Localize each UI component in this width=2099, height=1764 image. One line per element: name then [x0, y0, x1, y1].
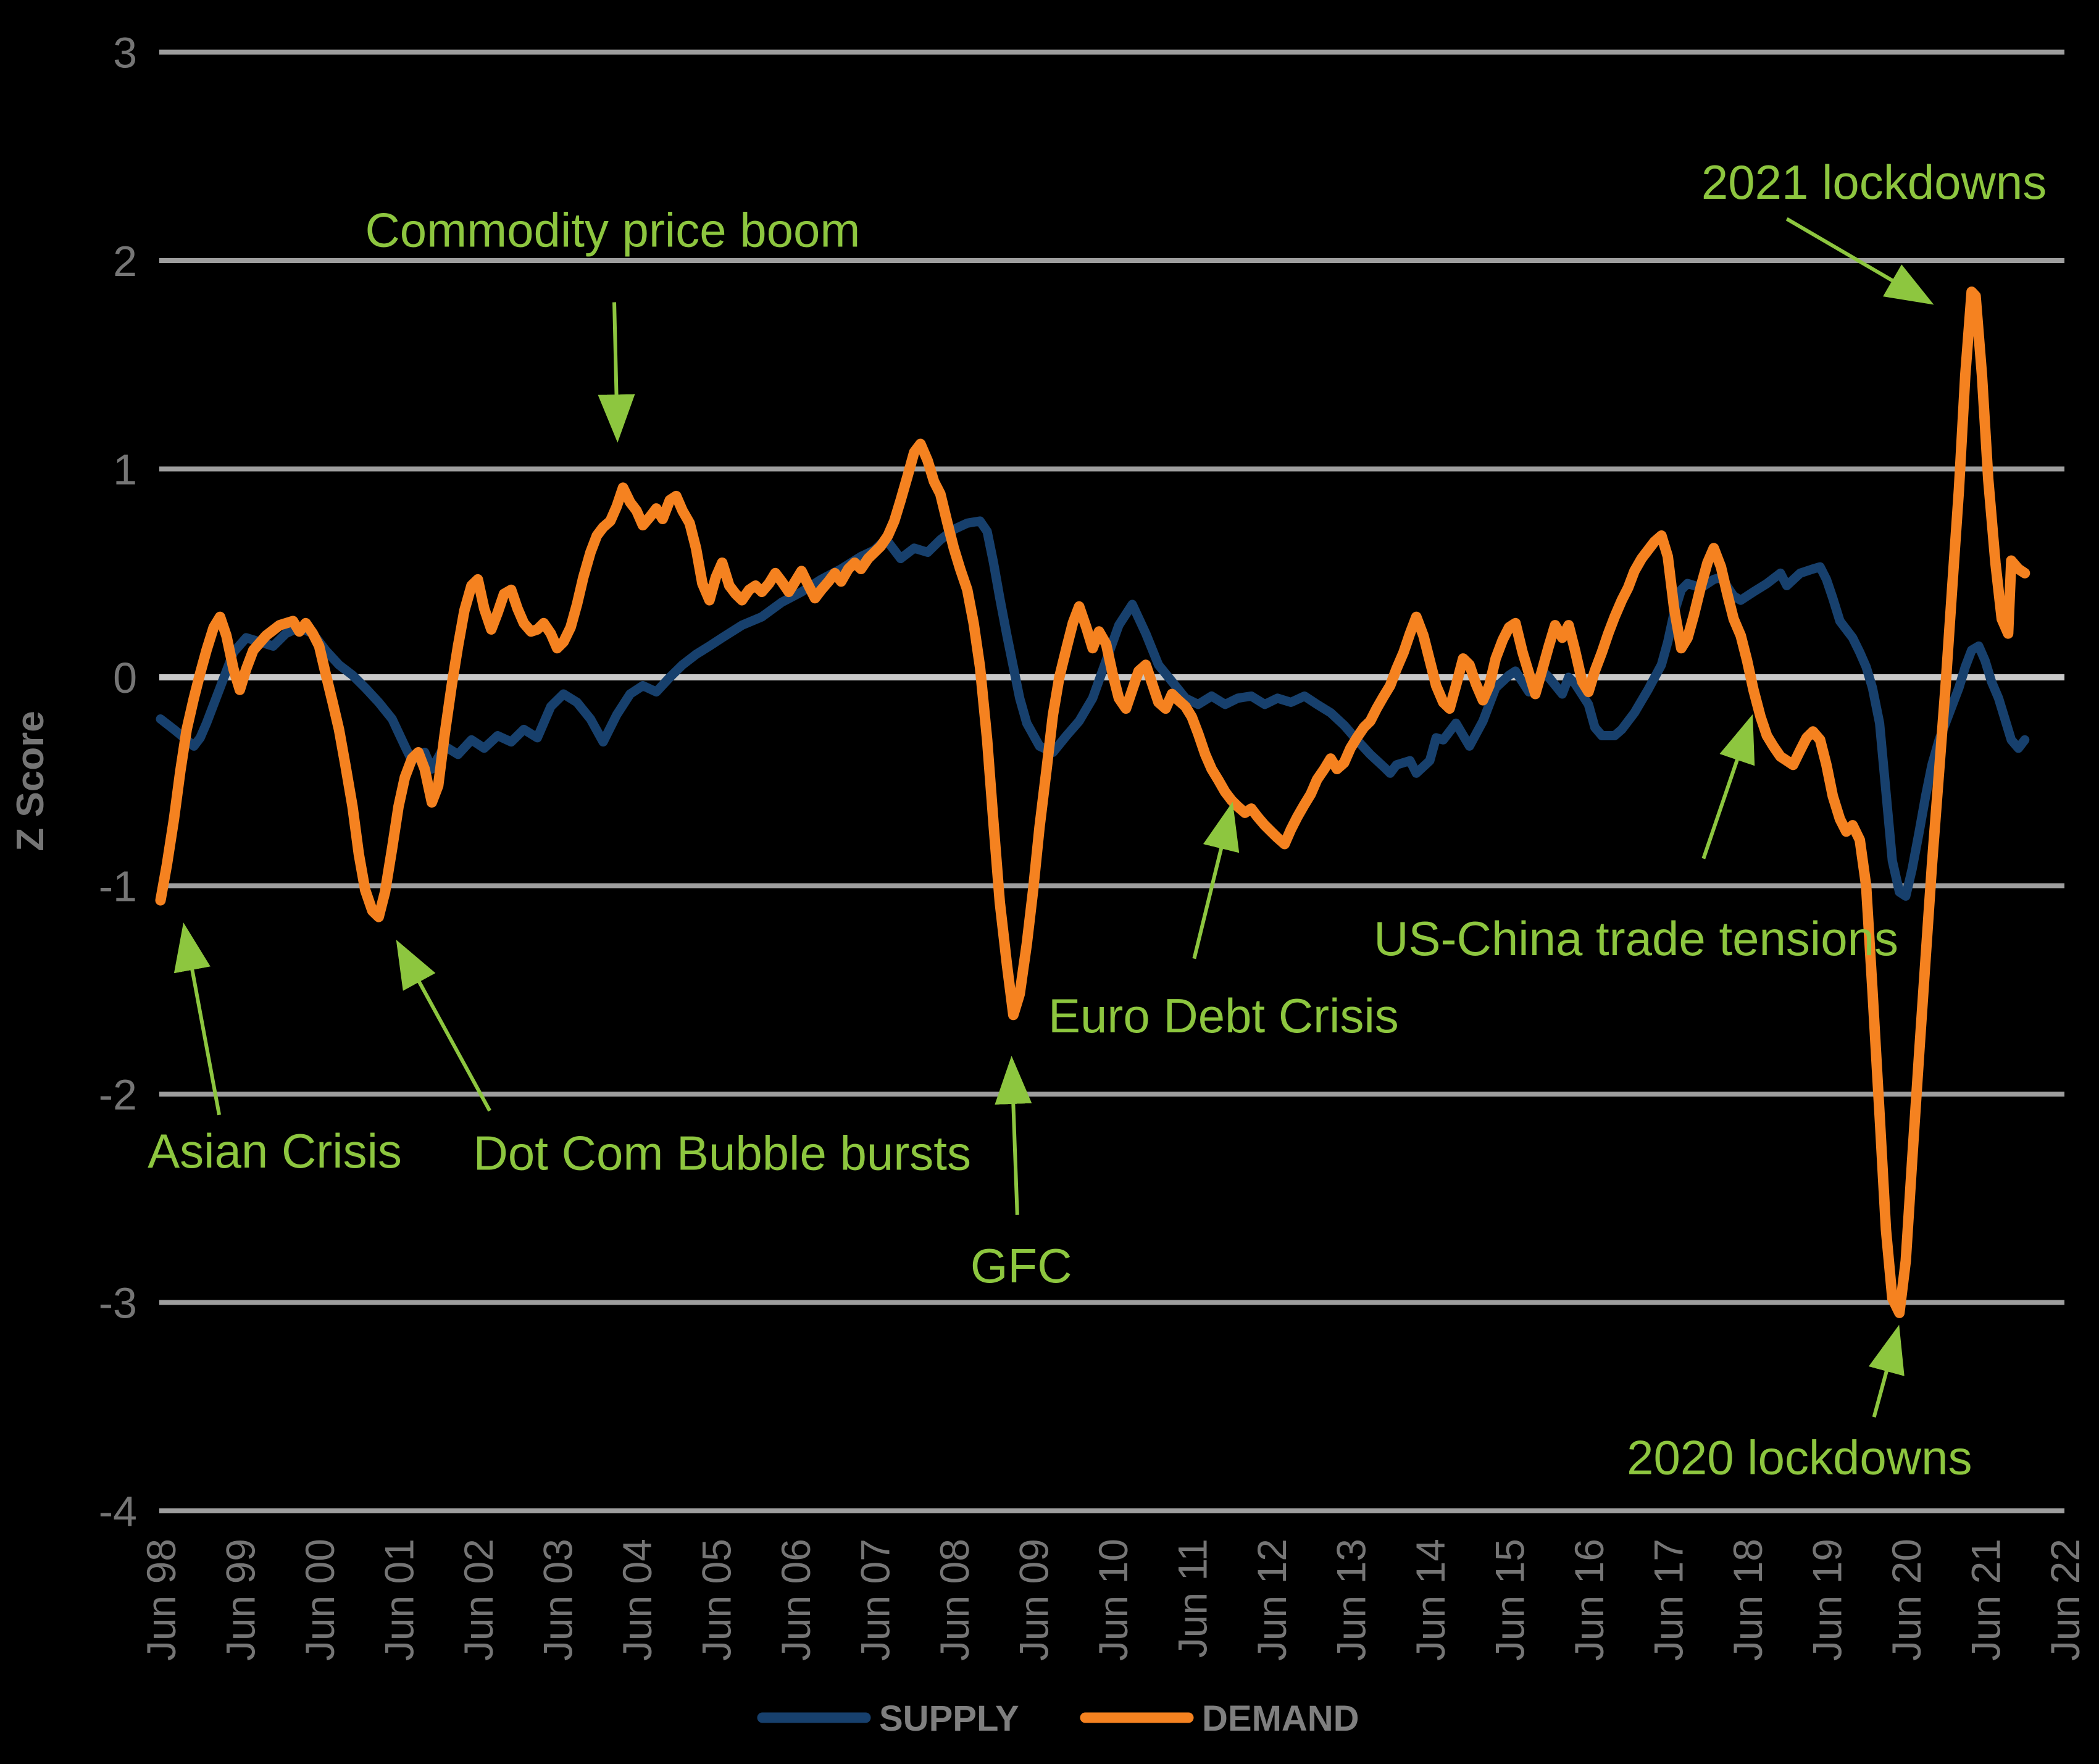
annotation-label-euro-debt-crisis: Euro Debt Crisis — [1048, 989, 1399, 1043]
annotation-arrow-commodity-price-boom — [598, 302, 635, 443]
y-tick-label--1: -1 — [99, 863, 137, 911]
annotation-label-dot-com-bubble-bursts: Dot Com Bubble bursts — [474, 1126, 971, 1181]
series-lines — [155, 286, 2030, 1318]
legend-label-demand: DEMAND — [1202, 1699, 1359, 1739]
annotation-label-gfc: GFC — [970, 1239, 1072, 1293]
x-tick-label-jun-12: Jun 12 — [1249, 1539, 1295, 1661]
x-tick-label-jun-04: Jun 04 — [614, 1539, 660, 1661]
annotations: Commodity price boom Asian Crisis Dot Com … — [148, 155, 2047, 1485]
supply-line — [156, 516, 2030, 901]
x-tick-label-jun-14: Jun 14 — [1408, 1539, 1453, 1661]
annotation-label-lockdowns-2021: 2021 lockdowns — [1701, 155, 2047, 209]
y-tick-label-3: 3 — [113, 29, 137, 77]
y-tick-label-1: 1 — [113, 446, 137, 494]
annotation-arrow-lockdowns-2020 — [1868, 1324, 1905, 1418]
annotation-arrow-dot-com-bubble-bursts — [396, 939, 491, 1112]
x-tick-label-jun-00: Jun 00 — [297, 1539, 343, 1661]
y-tick-label--2: -2 — [99, 1071, 137, 1119]
x-tick-label-jun-22: Jun 22 — [2042, 1539, 2088, 1661]
annotation-arrow-us-china-trade-tensions — [1701, 714, 1755, 859]
gridlines — [159, 49, 2064, 1513]
y-tick-label-0: 0 — [113, 654, 137, 702]
x-tick-label-jun-11: Jun 11 — [1169, 1539, 1215, 1658]
legend: SUPPLY DEMAND — [757, 1699, 1359, 1739]
annotation-arrow-lockdowns-2021 — [1785, 217, 1934, 305]
x-tick-label-jun-08: Jun 08 — [932, 1539, 977, 1661]
x-tick-label-jun-01: Jun 01 — [376, 1539, 422, 1661]
y-tick-label--3: -3 — [99, 1279, 137, 1327]
x-tick-label-jun-09: Jun 09 — [1011, 1539, 1056, 1661]
x-tick-label-jun-13: Jun 13 — [1328, 1539, 1374, 1661]
y-tick-label--4: -4 — [99, 1487, 137, 1536]
annotation-label-us-china-trade-tensions: US-China trade tensions — [1374, 911, 1898, 966]
annotation-label-lockdowns-2020: 2020 lockdowns — [1627, 1430, 1972, 1484]
annotation-arrow-asian-crisis — [173, 922, 222, 1116]
x-tick-label-jun-21: Jun 21 — [1963, 1539, 2008, 1661]
demand-line — [155, 286, 2030, 1318]
x-axis-tick-labels: Jun 98 Jun 99 Jun 00 Jun 01 Jun 02 Jun 03 Jun … — [138, 1539, 2088, 1661]
x-tick-label-jun-03: Jun 03 — [535, 1539, 580, 1661]
y-tick-label-2: 2 — [113, 237, 137, 285]
x-tick-label-jun-99: Jun 99 — [217, 1539, 263, 1661]
annotation-label-commodity-price-boom: Commodity price boom — [365, 203, 860, 257]
x-tick-label-jun-98: Jun 98 — [138, 1539, 184, 1661]
x-tick-label-jun-15: Jun 15 — [1487, 1539, 1532, 1661]
annotation-arrow-gfc — [995, 1056, 1032, 1215]
x-tick-label-jun-02: Jun 02 — [456, 1539, 501, 1661]
x-tick-label-jun-07: Jun 07 — [852, 1539, 898, 1661]
x-tick-label-jun-19: Jun 19 — [1804, 1539, 1850, 1661]
annotation-arrow-euro-debt-crisis — [1192, 801, 1240, 959]
y-axis-tick-labels: 3 2 1 0 -1 -2 -3 -4 — [99, 29, 137, 1536]
x-tick-label-jun-20: Jun 20 — [1884, 1539, 1929, 1661]
y-axis-title: Z Score — [9, 711, 52, 851]
x-tick-label-jun-16: Jun 16 — [1566, 1539, 1612, 1661]
x-tick-label-jun-17: Jun 17 — [1645, 1539, 1691, 1661]
x-tick-label-jun-18: Jun 18 — [1725, 1539, 1771, 1661]
annotation-label-asian-crisis: Asian Crisis — [148, 1124, 402, 1178]
x-tick-label-jun-10: Jun 10 — [1090, 1539, 1136, 1661]
x-tick-label-jun-06: Jun 06 — [773, 1539, 819, 1661]
x-tick-label-jun-05: Jun 05 — [693, 1539, 739, 1661]
legend-label-supply: SUPPLY — [879, 1699, 1019, 1739]
